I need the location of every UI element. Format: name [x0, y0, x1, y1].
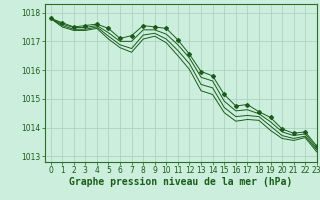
X-axis label: Graphe pression niveau de la mer (hPa): Graphe pression niveau de la mer (hPa)	[69, 177, 292, 187]
